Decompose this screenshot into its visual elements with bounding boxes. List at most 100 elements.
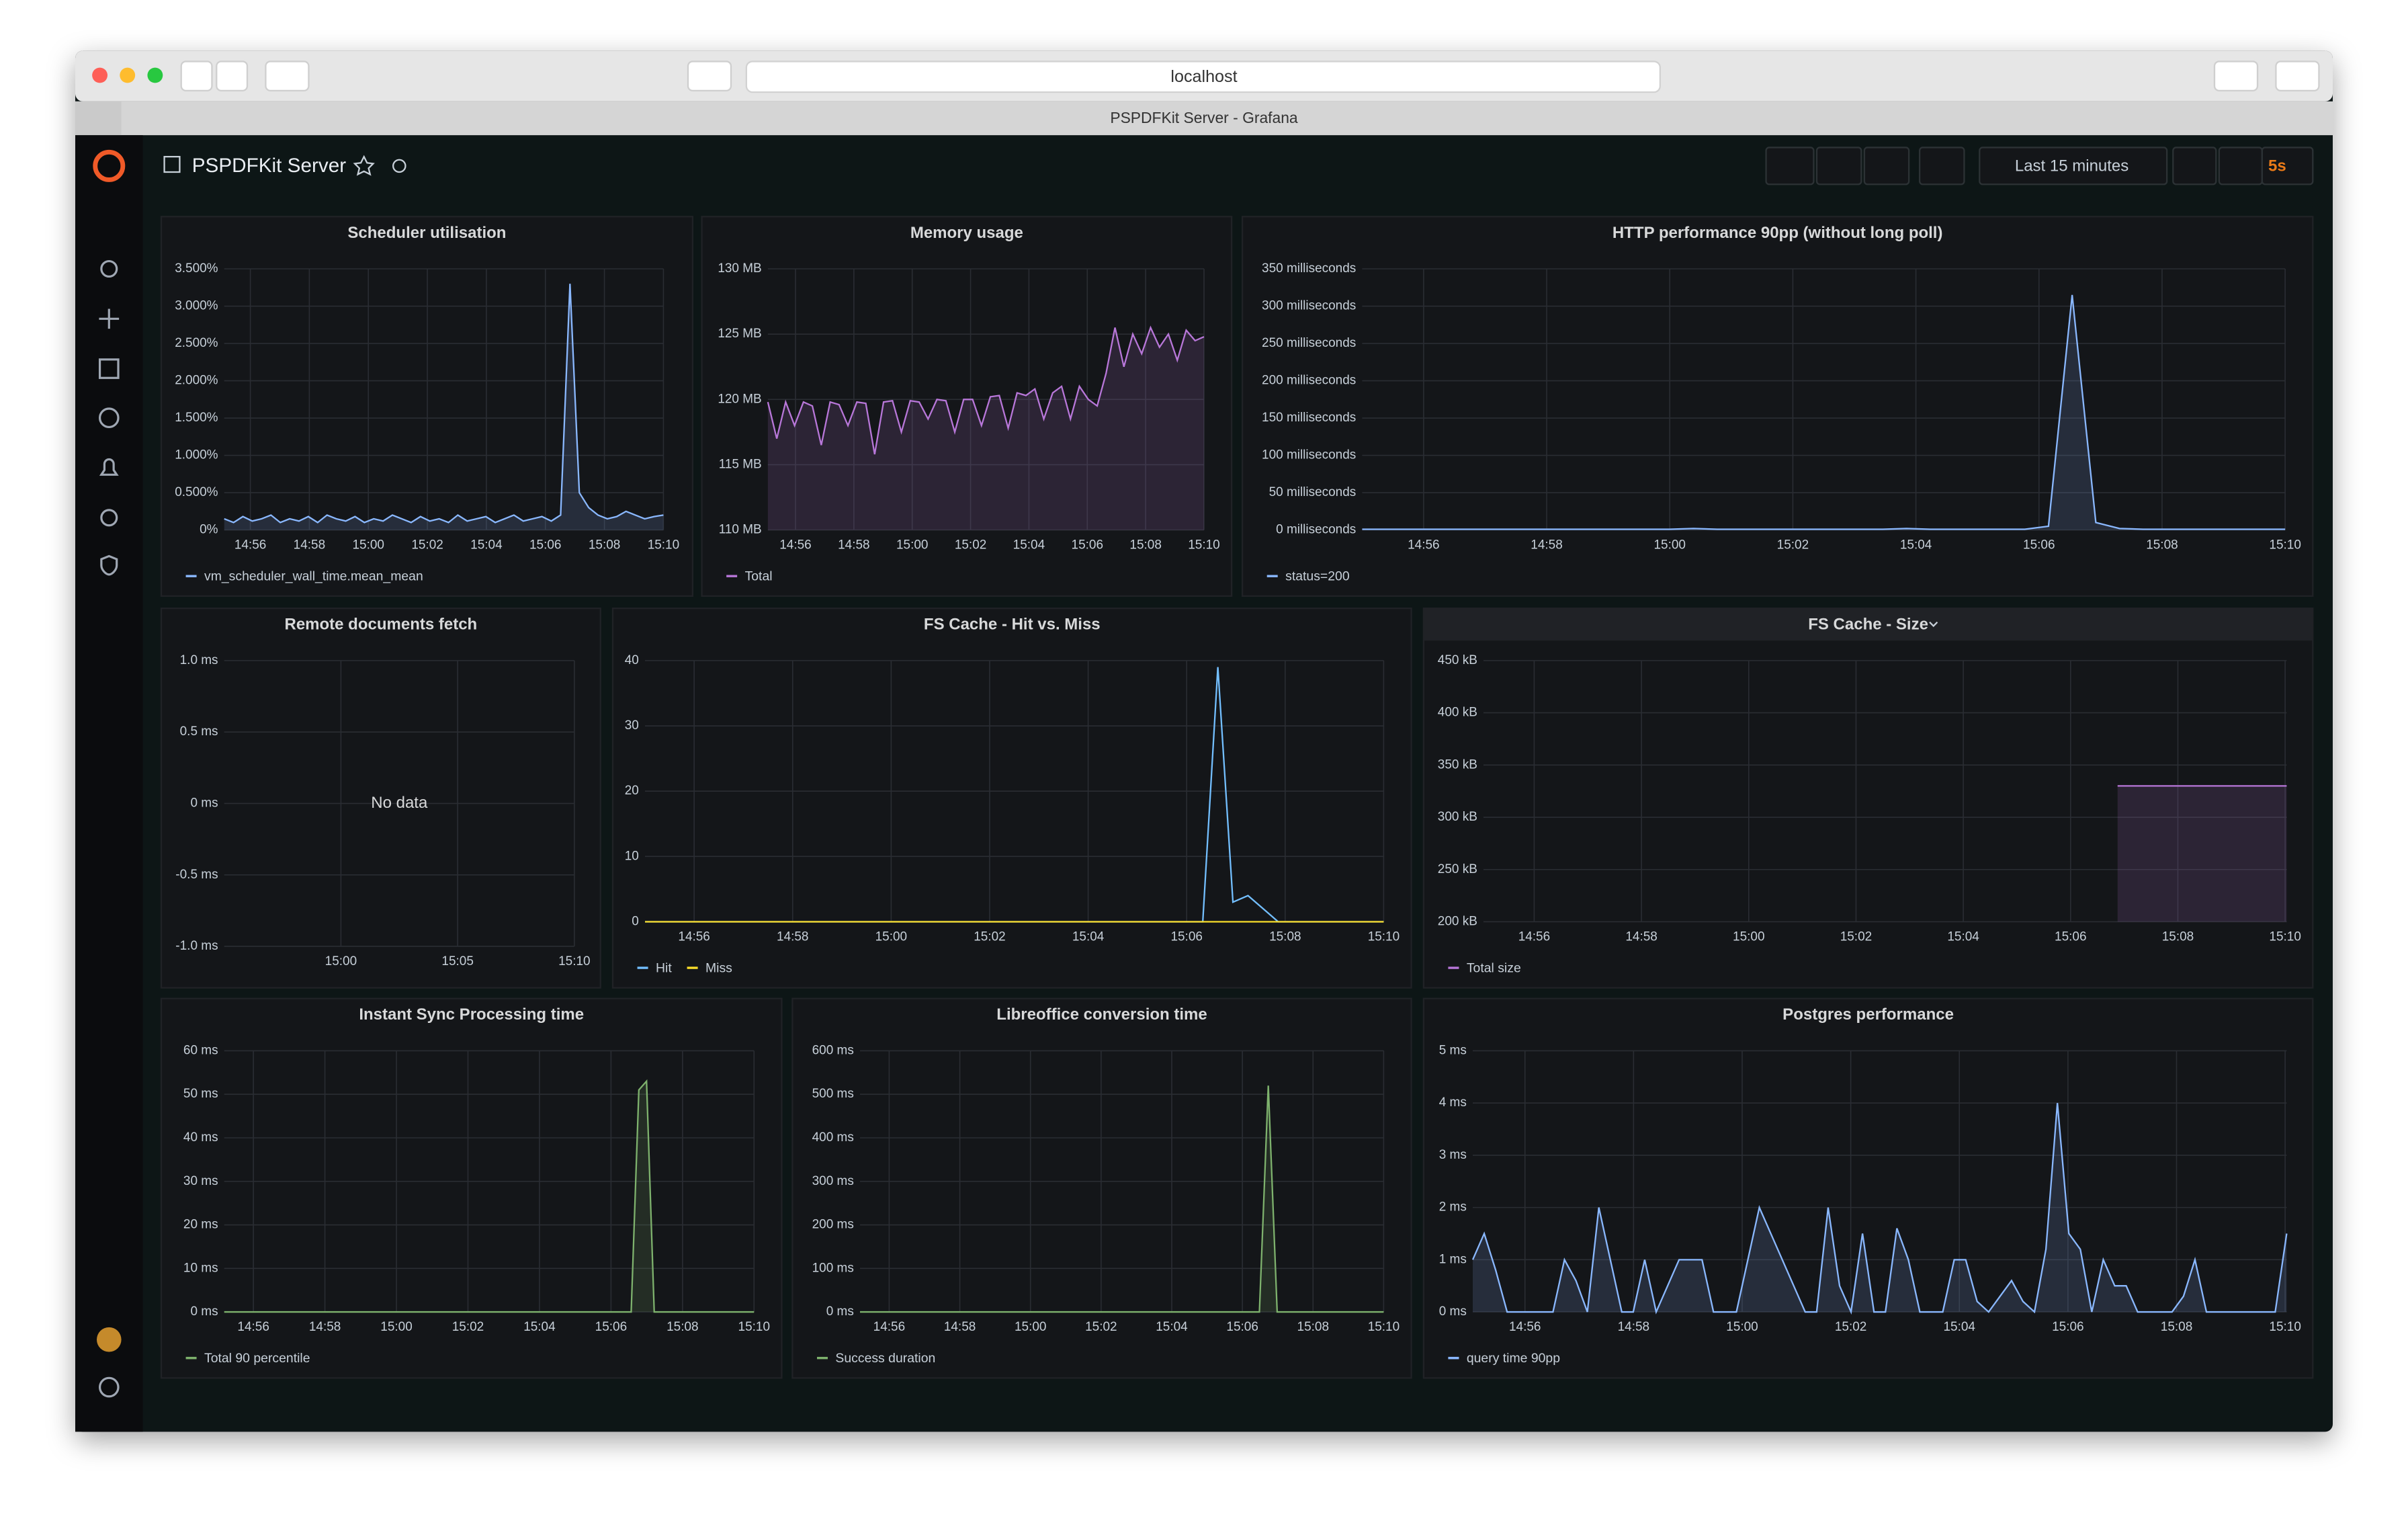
y-tick-label: 115 MB [719, 457, 762, 471]
panel [1422, 997, 2314, 1379]
x-tick-label: 14:56 [1408, 538, 1439, 552]
add-panel-button[interactable] [1765, 147, 1815, 185]
y-tick-label: 200 milliseconds [1262, 374, 1356, 388]
share-button[interactable] [2213, 60, 2259, 92]
x-tick-label: 15:08 [2162, 929, 2194, 944]
y-tick-label: 100 ms [812, 1261, 854, 1275]
address-bar[interactable] [745, 60, 1661, 93]
y-tick-label: 0 ms [190, 1305, 218, 1319]
y-tick-label: 150 milliseconds [1262, 411, 1356, 425]
legend-label: status=200 [1285, 569, 1350, 583]
refresh-interval[interactable] [2261, 147, 2314, 185]
series-area [2117, 786, 2287, 922]
x-tick-label: 15:02 [1840, 929, 1872, 944]
x-tick-label: 15:06 [1226, 1320, 1258, 1334]
refresh-button[interactable] [2218, 147, 2263, 185]
dashboard-title[interactable]: PSPDFKit Server [192, 155, 347, 177]
y-tick-label: 50 ms [183, 1087, 218, 1101]
x-tick-label: 15:00 [1015, 1320, 1046, 1334]
config-icon[interactable] [100, 509, 118, 527]
explore-icon[interactable] [98, 407, 120, 429]
zoom-out-button[interactable] [2172, 147, 2217, 185]
panel-title: Remote documents fetch [284, 616, 477, 634]
x-tick-label: 14:58 [294, 538, 325, 552]
x-tick-label: 15:00 [1733, 929, 1764, 944]
help-icon[interactable] [98, 1376, 120, 1398]
dashboard-icon [163, 156, 181, 173]
x-tick-label: 15:00 [353, 538, 384, 552]
panel-title: Scheduler utilisation [347, 224, 506, 242]
legend-label: Success duration [835, 1351, 935, 1366]
x-tick-label: 15:06 [2052, 1320, 2083, 1334]
panel-title: Instant Sync Processing time [359, 1005, 584, 1024]
x-tick-label: 15:08 [666, 1320, 698, 1334]
x-tick-label: 15:02 [452, 1320, 484, 1334]
y-tick-label: 600 ms [812, 1043, 854, 1057]
y-tick-label: 450 kB [1438, 653, 1477, 667]
sidebar-icons [98, 259, 120, 1398]
close-button[interactable] [92, 67, 108, 83]
x-tick-label: 15:02 [411, 538, 443, 552]
save-button[interactable] [1815, 147, 1862, 185]
y-tick-label: -0.5 ms [175, 868, 218, 882]
x-tick-label: 14:58 [309, 1320, 341, 1334]
share-dashboard-button[interactable] [392, 159, 406, 173]
x-tick-label: 15:10 [738, 1320, 770, 1334]
y-tick-label: 40 [625, 653, 639, 667]
create-icon[interactable] [99, 308, 120, 329]
x-tick-label: 15:04 [1947, 929, 1979, 944]
legend-label: Hit [656, 960, 672, 975]
y-tick-label: 3.500% [175, 261, 218, 276]
x-tick-label: 15:10 [2269, 538, 2300, 552]
x-tick-label: 15:04 [523, 1320, 555, 1334]
forward-button[interactable] [216, 60, 249, 92]
back-button[interactable] [180, 60, 213, 92]
x-tick-label: 15:08 [2146, 538, 2178, 552]
alerting-icon[interactable] [99, 458, 119, 476]
x-tick-label: 14:56 [678, 929, 710, 944]
x-tick-label: 15:00 [1653, 538, 1685, 552]
panel-title: Postgres performance [1782, 1005, 1954, 1024]
tab-bar [75, 101, 2333, 136]
panel [160, 608, 601, 989]
x-tick-label: 15:10 [558, 954, 590, 968]
y-tick-label: 120 MB [718, 392, 761, 406]
panel [701, 216, 1233, 597]
legend-label: vm_scheduler_wall_time.mean_mean [204, 569, 423, 583]
minimize-button[interactable] [120, 67, 136, 83]
user-avatar[interactable] [97, 1327, 122, 1352]
star-button[interactable] [353, 155, 375, 176]
grafana-logo[interactable] [93, 149, 126, 182]
y-tick-label: 4 ms [1439, 1095, 1467, 1110]
x-tick-label: 15:04 [1072, 929, 1104, 944]
y-tick-label: 60 ms [183, 1043, 218, 1057]
panel [1242, 216, 2314, 597]
pinned-tab[interactable] [75, 101, 122, 136]
search-icon[interactable] [100, 259, 118, 278]
series-area [767, 327, 1204, 530]
sidebar-button[interactable] [265, 60, 310, 92]
admin-icon[interactable] [100, 554, 118, 576]
y-tick-label: 350 kB [1438, 757, 1477, 772]
y-tick-label: 125 MB [718, 327, 761, 341]
zoom-button[interactable] [147, 67, 163, 83]
dashboards-icon[interactable] [98, 358, 120, 379]
tabs-button[interactable] [2275, 60, 2320, 92]
y-tick-label: 200 ms [812, 1218, 854, 1232]
tv-mode-button[interactable] [1919, 147, 1965, 185]
y-tick-label: 400 ms [812, 1130, 854, 1145]
x-tick-label: 15:10 [1188, 538, 1219, 552]
series-line [1362, 294, 2286, 530]
time-picker[interactable] [1979, 147, 2168, 185]
x-tick-label: 14:56 [873, 1320, 905, 1334]
y-tick-label: 5 ms [1439, 1043, 1467, 1057]
settings-button[interactable] [1863, 147, 1910, 185]
y-tick-label: 250 milliseconds [1262, 336, 1356, 350]
y-tick-label: 0 milliseconds [1276, 523, 1356, 537]
privacy-button[interactable] [687, 60, 732, 92]
x-tick-label: 14:58 [1625, 929, 1657, 944]
x-tick-label: 15:06 [1170, 929, 1202, 944]
panel-header [1423, 608, 2313, 641]
no-data-message: No data [371, 794, 428, 812]
